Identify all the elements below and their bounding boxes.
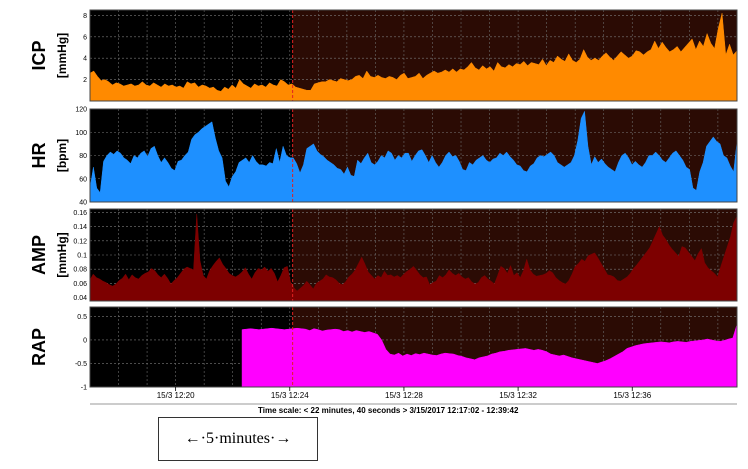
x-axis: 15/3 12:20 15/3 12:24 15/3 12:28 15/3 12:32… bbox=[90, 387, 737, 405]
panel-title-rap: RAP bbox=[29, 328, 49, 366]
panel-frame bbox=[89, 306, 738, 388]
y-tick-label: 0.06 bbox=[73, 281, 87, 288]
panel-unit-icp: [mmHg] bbox=[55, 33, 69, 78]
y-tick-label: 8 bbox=[83, 13, 87, 20]
y-tick-label: 60 bbox=[79, 176, 87, 183]
panel-title-amp: AMP bbox=[29, 235, 49, 275]
x-tick-label: 15/3 12:28 bbox=[385, 391, 423, 400]
y-tick-label: 4 bbox=[83, 56, 87, 63]
panel-title-icp: ICP bbox=[29, 40, 49, 70]
y-tick-label: -1 bbox=[81, 385, 87, 392]
x-tick-label: 15/3 12:36 bbox=[613, 391, 651, 400]
y-tick-label: 6 bbox=[83, 34, 87, 41]
x-tick-label: 15/3 12:32 bbox=[499, 391, 537, 400]
panel-frame bbox=[89, 208, 738, 302]
x-tick-label: 15/3 12:20 bbox=[157, 391, 195, 400]
y-tick-label: 0.5 bbox=[77, 314, 87, 321]
panel-frame bbox=[89, 9, 738, 102]
y-tick-label: 0.08 bbox=[73, 267, 87, 274]
panel-unit-hr: [bpm] bbox=[55, 139, 69, 172]
y-tick-label: -0.5 bbox=[75, 361, 87, 368]
series-area-hr bbox=[89, 110, 738, 203]
y-tick-label: 100 bbox=[75, 130, 87, 137]
y-tick-label: 0.04 bbox=[73, 295, 87, 302]
y-tick-label: 0.16 bbox=[73, 210, 87, 217]
panel-title-hr: HR bbox=[29, 143, 49, 169]
panels-group: 2 4 6 8 ICP [mmHg] 40 60 80 100 120 HR [bpm] 0.04 0.06… bbox=[29, 9, 738, 392]
y-tick-label: 40 bbox=[79, 200, 87, 207]
panel-unit-amp: [mmHg] bbox=[55, 232, 69, 277]
panel-amp: 0.04 0.06 0.08 0.1 0.12 0.14 0.16 AMP [mmHg] bbox=[29, 208, 738, 302]
y-tick-label: 0.12 bbox=[73, 238, 87, 245]
series-area-icp bbox=[89, 13, 738, 102]
y-tick-label: 0.1 bbox=[77, 253, 87, 260]
duration-label: ←·5·minutes·→ bbox=[184, 430, 292, 447]
panel-frame bbox=[89, 108, 738, 203]
panel-icp: 2 4 6 8 ICP [mmHg] bbox=[29, 9, 738, 102]
x-tick-label: 15/3 12:24 bbox=[271, 391, 309, 400]
y-tick-label: 80 bbox=[79, 153, 87, 160]
time-scale-label: Time scale: < 22 minutes, 40 seconds > 3… bbox=[258, 406, 519, 415]
duration-box: ←·5·minutes·→ bbox=[158, 417, 318, 461]
panel-rap: -1 -0.5 0 0.5 RAP bbox=[29, 306, 738, 392]
y-tick-label: 2 bbox=[83, 77, 87, 84]
series-area-rap bbox=[241, 324, 738, 388]
y-tick-label: 0.14 bbox=[73, 224, 87, 231]
y-tick-label: 120 bbox=[75, 107, 87, 114]
panel-hr: 40 60 80 100 120 HR [bpm] bbox=[29, 107, 738, 207]
y-tick-label: 0 bbox=[83, 337, 87, 344]
series-area-amp bbox=[89, 213, 738, 302]
